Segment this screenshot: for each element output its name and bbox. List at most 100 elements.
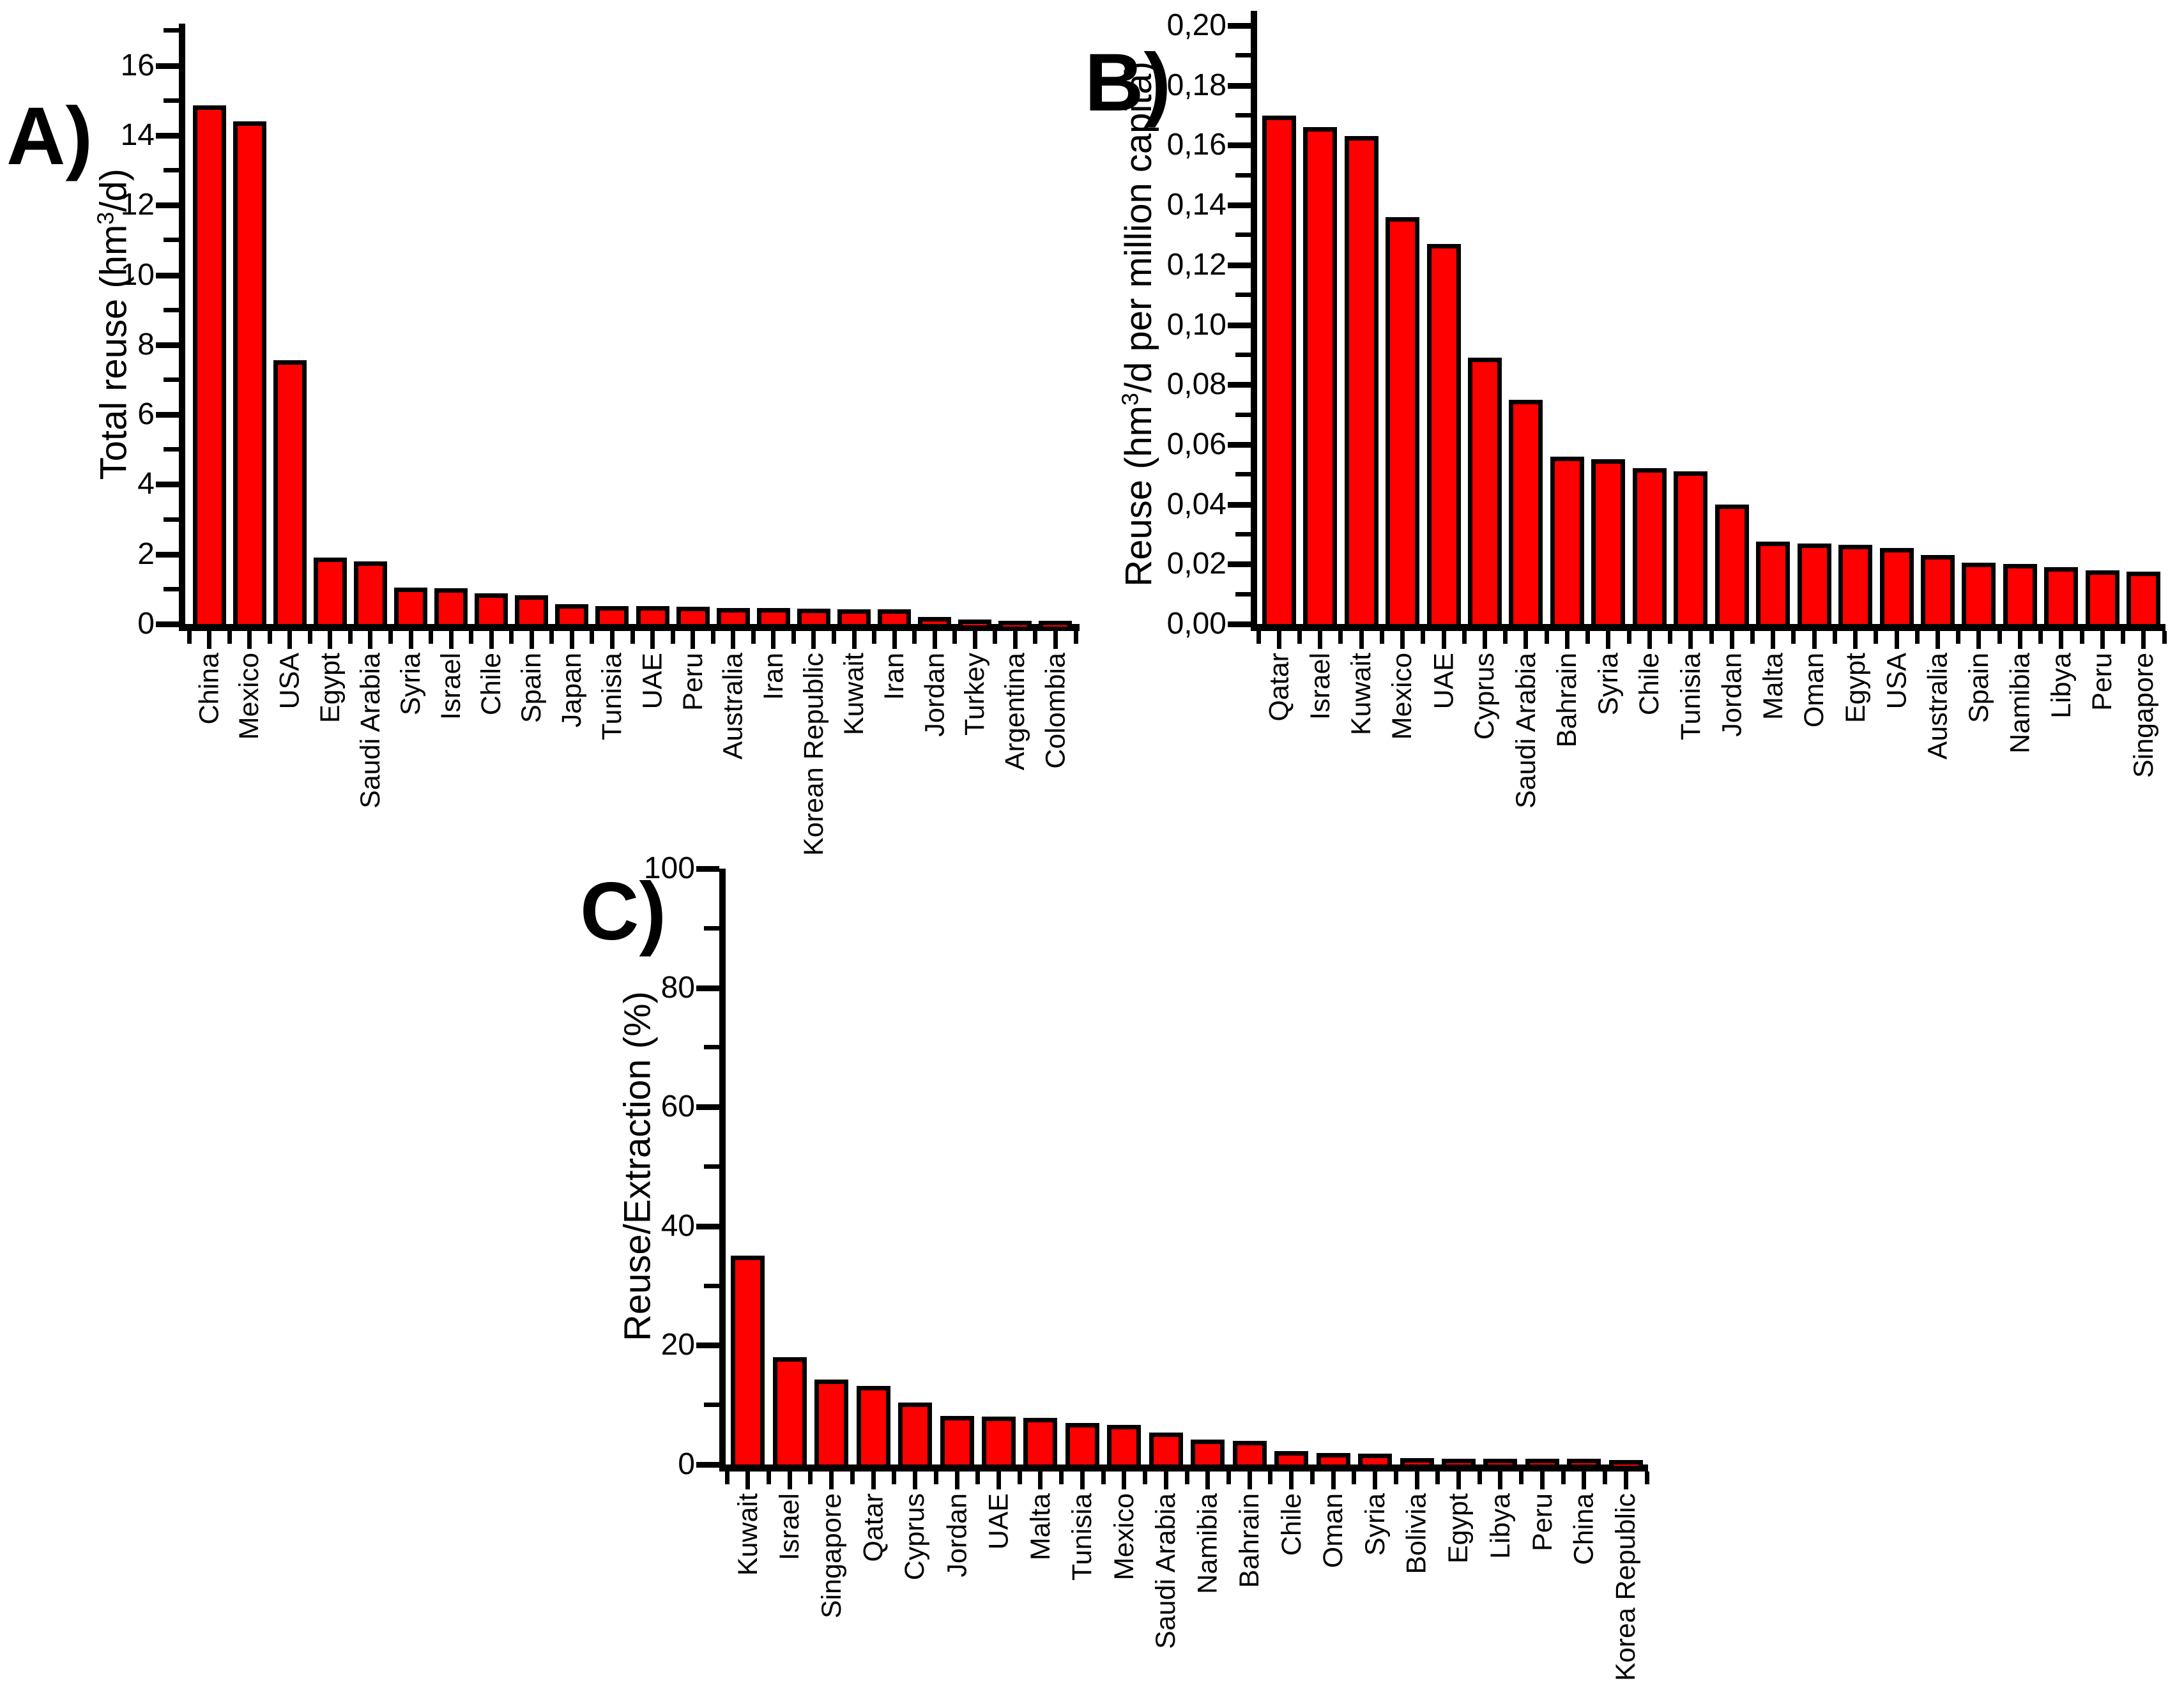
bar-israel — [1303, 127, 1338, 624]
y-minor-tick — [1235, 412, 1251, 417]
x-major-tick — [1053, 631, 1058, 649]
x-axis-label: Korea Republic — [1610, 1493, 1642, 1681]
x-major-tick — [892, 631, 897, 649]
y-tick-label: 14 — [120, 118, 155, 152]
y-major-tick — [1228, 501, 1251, 508]
x-minor-tick — [429, 631, 434, 644]
x-major-tick — [1523, 631, 1529, 649]
x-major-tick — [954, 1472, 959, 1489]
y-minor-tick — [164, 517, 179, 522]
y-minor-tick — [704, 1283, 719, 1288]
bar-egypt — [1838, 544, 1873, 624]
x-major-tick — [1373, 1472, 1378, 1489]
x-major-tick — [1205, 1472, 1210, 1489]
bar-korean-republic — [797, 608, 830, 624]
x-major-tick — [871, 1472, 876, 1489]
y-minor-tick — [164, 307, 179, 312]
x-axis-label: Saudi Arabia — [1150, 1493, 1182, 1649]
x-major-tick — [609, 631, 615, 649]
x-major-tick — [1441, 631, 1446, 649]
x-major-tick — [207, 631, 212, 649]
y-minor-tick — [1235, 113, 1251, 118]
y-major-tick — [1228, 202, 1251, 209]
bar-saudi-arabia — [1509, 399, 1543, 624]
x-major-tick — [650, 631, 655, 649]
y-major-tick — [696, 1343, 719, 1349]
bar-japan — [555, 604, 589, 624]
y-axis-title-text-c: Reuse/Extraction (%) — [609, 991, 658, 1341]
bar-colombia — [1039, 620, 1073, 627]
bar-namibia — [2003, 564, 2037, 624]
x-major-tick — [1498, 1472, 1503, 1489]
y-major-tick — [696, 866, 719, 872]
y-tick-label: 40 — [661, 1208, 695, 1243]
bar-iran — [756, 607, 790, 624]
bar-egypt — [313, 558, 347, 624]
bar-chile — [1632, 468, 1667, 624]
y-minor-tick — [164, 586, 179, 591]
x-major-tick — [368, 631, 373, 649]
bar-peru — [1525, 1459, 1559, 1465]
y-axis-line — [719, 869, 726, 1472]
bar-spain — [515, 595, 549, 624]
x-axis-label: Bahrain — [1234, 1493, 1265, 1588]
bar-peru — [2085, 570, 2119, 624]
x-axis-label: Syria — [1359, 1493, 1391, 1556]
bar-korea-republic — [1608, 1459, 1643, 1466]
bar-chile — [475, 593, 508, 624]
x-axis-label: Namibia — [1192, 1493, 1223, 1594]
bar-jordan — [1714, 504, 1749, 624]
y-major-tick — [1228, 142, 1251, 149]
x-minor-tick — [1544, 631, 1549, 644]
x-major-tick — [1122, 1472, 1127, 1489]
x-minor-tick — [1184, 1472, 1189, 1484]
x-minor-tick — [1832, 631, 1837, 644]
y-tick-label: 6 — [137, 397, 155, 432]
bar-mexico — [1107, 1425, 1142, 1464]
x-axis-label: China — [1568, 1493, 1600, 1565]
y-major-tick — [156, 63, 179, 69]
x-minor-tick — [1143, 1472, 1148, 1484]
bar-tunisia — [1065, 1422, 1099, 1464]
bar-chile — [1274, 1450, 1309, 1464]
x-minor-tick — [509, 631, 514, 644]
x-major-tick — [1414, 1472, 1419, 1489]
bar-syria — [1358, 1453, 1393, 1464]
x-minor-tick — [1585, 631, 1591, 644]
x-minor-tick — [590, 631, 595, 644]
y-tick-label: 100 — [643, 851, 695, 885]
x-minor-tick — [808, 1472, 813, 1484]
y-tick-label: 0 — [678, 1447, 695, 1481]
x-major-tick — [1976, 631, 1982, 649]
y-major-tick — [156, 412, 179, 418]
y-tick-label: 12 — [120, 188, 155, 222]
y-major-tick — [1228, 441, 1251, 448]
y-tick-label: 0,14 — [1166, 188, 1226, 222]
x-major-tick — [1318, 631, 1323, 649]
y-tick-label: 10 — [120, 257, 155, 292]
bar-spain — [1962, 562, 1996, 624]
y-major-tick — [156, 342, 179, 348]
y-major-tick — [156, 621, 179, 627]
x-minor-tick — [1626, 631, 1631, 644]
x-minor-tick — [1462, 631, 1467, 644]
x-major-tick — [2017, 631, 2022, 649]
bar-singapore — [814, 1379, 849, 1464]
x-minor-tick — [307, 631, 312, 644]
y-axis-line — [1251, 10, 1257, 631]
panel-c-label: C) — [580, 866, 667, 957]
x-minor-tick — [2038, 631, 2043, 644]
x-minor-tick — [850, 1472, 855, 1484]
x-minor-tick — [1750, 631, 1755, 644]
x-minor-tick — [751, 631, 756, 644]
y-major-tick — [696, 1223, 719, 1229]
y-major-tick — [1228, 621, 1251, 627]
bar-uae — [636, 606, 669, 624]
x-major-tick — [1853, 631, 1858, 649]
x-minor-tick — [1226, 1472, 1231, 1484]
y-tick-label: 0,12 — [1166, 247, 1226, 282]
x-axis-label: Israel — [774, 1493, 806, 1561]
x-minor-tick — [388, 631, 393, 644]
y-minor-tick — [164, 28, 179, 33]
